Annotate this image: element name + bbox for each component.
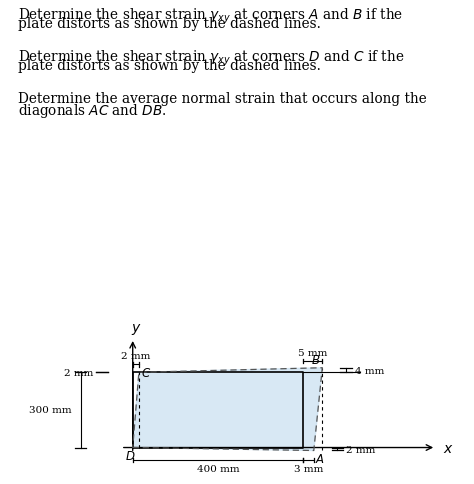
Text: plate distorts as shown by the dashed lines.: plate distorts as shown by the dashed li… <box>18 17 321 31</box>
Text: $A$: $A$ <box>315 453 325 465</box>
Text: Determine the shear strain $\gamma_{xy}$ at corners $D$ and $C$ if the: Determine the shear strain $\gamma_{xy}$… <box>18 49 404 68</box>
Text: $B$: $B$ <box>310 353 320 366</box>
Text: $y$: $y$ <box>131 321 141 336</box>
Text: 2 mm: 2 mm <box>121 351 150 361</box>
Text: 400 mm: 400 mm <box>197 464 239 473</box>
Text: 5 mm: 5 mm <box>298 348 328 357</box>
Text: $D$: $D$ <box>125 450 136 462</box>
Text: 2 mm: 2 mm <box>346 445 375 454</box>
Polygon shape <box>133 368 322 451</box>
Text: Determine the average normal strain that occurs along the: Determine the average normal strain that… <box>18 91 427 106</box>
Text: 300 mm: 300 mm <box>29 406 72 415</box>
Text: Determine the shear strain $\gamma_{xy}$ at corners $A$ and $B$ if the: Determine the shear strain $\gamma_{xy}$… <box>18 7 403 26</box>
Text: diagonals $AC$ and $DB$.: diagonals $AC$ and $DB$. <box>18 102 167 120</box>
Text: $x$: $x$ <box>443 440 454 454</box>
Text: plate distorts as shown by the dashed lines.: plate distorts as shown by the dashed li… <box>18 60 321 74</box>
Text: 3 mm: 3 mm <box>294 464 323 473</box>
Text: 2 mm: 2 mm <box>64 368 93 377</box>
Text: 4 mm: 4 mm <box>355 366 384 375</box>
Text: $C$: $C$ <box>141 366 151 379</box>
